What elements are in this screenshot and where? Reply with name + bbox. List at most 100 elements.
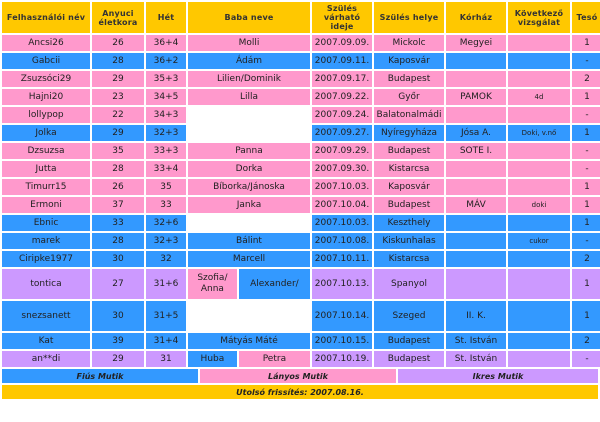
cell-next bbox=[508, 53, 570, 69]
cell-week: 32+6 bbox=[146, 215, 186, 231]
cell-baby: Huba Petra bbox=[188, 351, 310, 367]
table-row: Jutta 28 33+4 Dorka 2007.09.30. Kistarcs… bbox=[2, 161, 600, 177]
cell-sibling: 1 bbox=[572, 89, 600, 105]
cell-user: Ebnic bbox=[2, 215, 90, 231]
table-row: Gabcii 28 36+2 Ádám 2007.09.11. Kaposvár… bbox=[2, 53, 600, 69]
cell-place: Budapest bbox=[374, 71, 444, 87]
cell-place: Kistarcsa bbox=[374, 251, 444, 267]
table-row: Hajni20 23 34+5 Lilla 2007.09.22. Győr P… bbox=[2, 89, 600, 105]
cell-week: 34+5 bbox=[146, 89, 186, 105]
cell-place: Budapest bbox=[374, 197, 444, 213]
cell-baby: Bíborka/Jánoska bbox=[188, 179, 310, 195]
cell-user: tontica bbox=[2, 269, 90, 299]
header-sibling: Tesó bbox=[572, 2, 600, 33]
cell-date: 2007.10.08. bbox=[312, 233, 372, 249]
cell-hospital: Megyei bbox=[446, 35, 506, 51]
header-baby: Baba neve bbox=[188, 2, 310, 33]
cell-sibling: 1 bbox=[572, 125, 600, 141]
cell-date: 2007.10.03. bbox=[312, 215, 372, 231]
cell-place: Kaposvár bbox=[374, 179, 444, 195]
table-row: marek 28 32+3 Bálint 2007.10.08. Kiskunh… bbox=[2, 233, 600, 249]
header-date: Szülés várható ideje bbox=[312, 2, 372, 33]
cell-hospital: MÁV bbox=[446, 197, 506, 213]
cell-age: 30 bbox=[92, 251, 144, 267]
cell-baby: Janka bbox=[188, 197, 310, 213]
cell-age: 30 bbox=[92, 301, 144, 331]
cell-week: 31+6 bbox=[146, 269, 186, 299]
cell-sibling: - bbox=[572, 233, 600, 249]
cell-age: 33 bbox=[92, 215, 144, 231]
cell-age: 37 bbox=[92, 197, 144, 213]
cell-next bbox=[508, 301, 570, 331]
cell-age: 28 bbox=[92, 161, 144, 177]
cell-age: 28 bbox=[92, 53, 144, 69]
twin-name-left: Szofia/ Anna bbox=[188, 269, 237, 299]
color-legend: Fiús Mutik Lányos Mutik Ikres Mutik bbox=[2, 369, 598, 383]
cell-hospital bbox=[446, 107, 506, 123]
cell-user: Ciripke1977 bbox=[2, 251, 90, 267]
cell-baby bbox=[188, 301, 310, 331]
cell-week: 32 bbox=[146, 251, 186, 267]
cell-next: doki bbox=[508, 197, 570, 213]
cell-week: 33+4 bbox=[146, 161, 186, 177]
cell-week: 33+3 bbox=[146, 143, 186, 159]
cell-user: marek bbox=[2, 233, 90, 249]
cell-hospital bbox=[446, 251, 506, 267]
cell-user: snezsanett bbox=[2, 301, 90, 331]
cell-baby bbox=[188, 215, 310, 231]
cell-date: 2007.09.22. bbox=[312, 89, 372, 105]
cell-place: Kistarcsa bbox=[374, 161, 444, 177]
cell-next bbox=[508, 351, 570, 367]
cell-age: 29 bbox=[92, 71, 144, 87]
cell-age: 27 bbox=[92, 269, 144, 299]
cell-next: Doki, v.nő bbox=[508, 125, 570, 141]
cell-hospital: SOTE I. bbox=[446, 143, 506, 159]
table-row: Zsuzsóci29 29 35+3 Lilien/Dominik 2007.0… bbox=[2, 71, 600, 87]
cell-hospital bbox=[446, 179, 506, 195]
cell-week: 31+5 bbox=[146, 301, 186, 331]
cell-sibling: 2 bbox=[572, 71, 600, 87]
table-row: Timurr15 26 35 Bíborka/Jánoska 2007.10.0… bbox=[2, 179, 600, 195]
cell-age: 26 bbox=[92, 179, 144, 195]
cell-baby: Dorka bbox=[188, 161, 310, 177]
cell-hospital bbox=[446, 215, 506, 231]
cell-user: Jutta bbox=[2, 161, 90, 177]
legend-twins: Ikres Mutik bbox=[398, 369, 598, 383]
cell-hospital: Jósa A. bbox=[446, 125, 506, 141]
table-row: Ebnic 33 32+6 2007.10.03. Keszthely 1 bbox=[2, 215, 600, 231]
cell-sibling: - bbox=[572, 107, 600, 123]
header-age: Anyuci életkora bbox=[92, 2, 144, 33]
cell-sibling: 1 bbox=[572, 35, 600, 51]
cell-age: 26 bbox=[92, 35, 144, 51]
cell-age: 28 bbox=[92, 233, 144, 249]
cell-date: 2007.10.15. bbox=[312, 333, 372, 349]
table-row: an**di 29 31 Huba Petra 2007.10.19. Buda… bbox=[2, 351, 600, 367]
cell-place: Győr bbox=[374, 89, 444, 105]
table-row: snezsanett 30 31+5 2007.10.14. Szeged II… bbox=[2, 301, 600, 331]
cell-place: Szeged bbox=[374, 301, 444, 331]
cell-place: Kaposvár bbox=[374, 53, 444, 69]
cell-age: 35 bbox=[92, 143, 144, 159]
cell-date: 2007.09.27. bbox=[312, 125, 372, 141]
cell-user: Timurr15 bbox=[2, 179, 90, 195]
cell-next bbox=[508, 35, 570, 51]
cell-date: 2007.09.09. bbox=[312, 35, 372, 51]
cell-week: 33 bbox=[146, 197, 186, 213]
cell-sibling: 1 bbox=[572, 179, 600, 195]
cell-baby: Panna bbox=[188, 143, 310, 159]
cell-place: Kiskunhalas bbox=[374, 233, 444, 249]
cell-week: 36+4 bbox=[146, 35, 186, 51]
table-row: Ermoni 37 33 Janka 2007.10.04. Budapest … bbox=[2, 197, 600, 213]
cell-week: 35 bbox=[146, 179, 186, 195]
cell-sibling: - bbox=[572, 53, 600, 69]
cell-age: 39 bbox=[92, 333, 144, 349]
cell-week: 32+3 bbox=[146, 233, 186, 249]
header-next: Következő vizsgálat bbox=[508, 2, 570, 33]
header-hospital: Kórház bbox=[446, 2, 506, 33]
cell-next: 4d bbox=[508, 89, 570, 105]
cell-next bbox=[508, 251, 570, 267]
cell-date: 2007.09.24. bbox=[312, 107, 372, 123]
cell-week: 32+3 bbox=[146, 125, 186, 141]
cell-date: 2007.10.13. bbox=[312, 269, 372, 299]
header-row: Felhasználói név Anyuci életkora Hét Bab… bbox=[2, 2, 600, 33]
